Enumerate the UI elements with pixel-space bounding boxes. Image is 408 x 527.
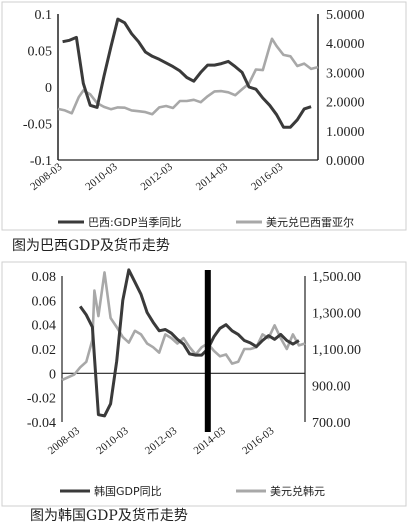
brazil-right-tick-label: 2.0000 [326, 96, 365, 111]
korea-chart: 0.08 0.06 0.04 0.02 0 -0.02 -0.04 1,500.00 1,30… [1, 261, 407, 507]
brazil-left-tick-label: 0 [45, 81, 52, 96]
korea-right-tick-label: 1,100.00 [312, 343, 361, 358]
brazil-left-tick-label: -0.05 [23, 118, 52, 133]
brazil-chart-border [1, 1, 407, 231]
brazil-x-tick-label: 2012-03 [139, 161, 176, 193]
brazil-series-line-fx [57, 37, 319, 116]
brazil-right-tick-label: 5.0000 [326, 8, 365, 23]
brazil-right-tick-label: 4.0000 [326, 37, 365, 52]
brazil-right-tick-label: 1.0000 [326, 125, 365, 140]
brazil-chart: 0.1 0.05 0 -0.05 -0.1 5.0000 4.0000 3.0000 2.00… [1, 1, 407, 231]
korea-right-tick-label: 700.00 [312, 416, 351, 431]
brazil-left-tick-label: -0.1 [30, 154, 52, 169]
korea-caption: 图为韩国GDP及货币走势 [30, 507, 188, 524]
korea-series-line-gdp [78, 268, 300, 418]
korea-x-tick-label: 2016-03 [240, 425, 277, 457]
korea-left-tick-label: -0.02 [27, 392, 56, 407]
korea-left-tick-label: 0.08 [32, 270, 57, 285]
brazil-x-tick-label: 2014-03 [194, 161, 231, 193]
korea-vertical-marker [204, 270, 211, 432]
korea-x-tick-label: 2012-03 [143, 425, 180, 457]
korea-chart-border [1, 261, 407, 507]
brazil-left-tick-label: 0.1 [35, 8, 53, 23]
korea-x-tick-label: 2010-03 [94, 425, 131, 457]
korea-legend-fx-label: 美元兑韩元 [270, 484, 325, 498]
brazil-series-line-gdp [62, 17, 312, 129]
korea-left-tick-label: 0 [49, 367, 56, 382]
brazil-legend: 巴西:GDP当季同比 美元兑巴西雷亚尔 [58, 215, 354, 229]
korea-series-line-fx [61, 271, 306, 382]
brazil-x-tick-label: 2016-03 [249, 161, 286, 193]
brazil-x-tick-label: 2010-03 [83, 161, 120, 193]
brazil-legend-fx-label: 美元兑巴西雷亚尔 [266, 215, 354, 229]
korea-left-tick-label: -0.04 [27, 416, 56, 431]
brazil-left-tick-label: 0.05 [28, 45, 53, 60]
korea-right-tick-label: 900.00 [312, 380, 351, 395]
korea-legend-gdp-label: 韩国GDP同比 [94, 484, 162, 498]
korea-left-tick-label: 0.04 [32, 319, 57, 334]
korea-right-tick-label: 1,500.00 [312, 270, 361, 285]
brazil-right-tick-label: 3.0000 [326, 66, 365, 81]
brazil-right-tick-label: 0.0000 [326, 154, 365, 169]
brazil-legend-gdp-label: 巴西:GDP当季同比 [88, 215, 181, 229]
korea-left-tick-label: 0.06 [32, 294, 57, 309]
korea-left-tick-label: 0.02 [32, 343, 57, 358]
brazil-caption: 图为巴西GDP及货币走势 [12, 237, 170, 254]
korea-right-tick-label: 1,300.00 [312, 307, 361, 322]
korea-legend: 韩国GDP同比 美元兑韩元 [60, 484, 325, 498]
